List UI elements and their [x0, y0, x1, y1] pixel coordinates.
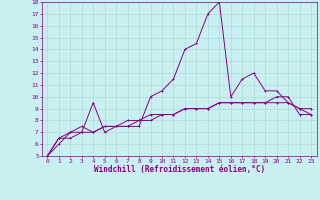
X-axis label: Windchill (Refroidissement éolien,°C): Windchill (Refroidissement éolien,°C): [94, 165, 265, 174]
